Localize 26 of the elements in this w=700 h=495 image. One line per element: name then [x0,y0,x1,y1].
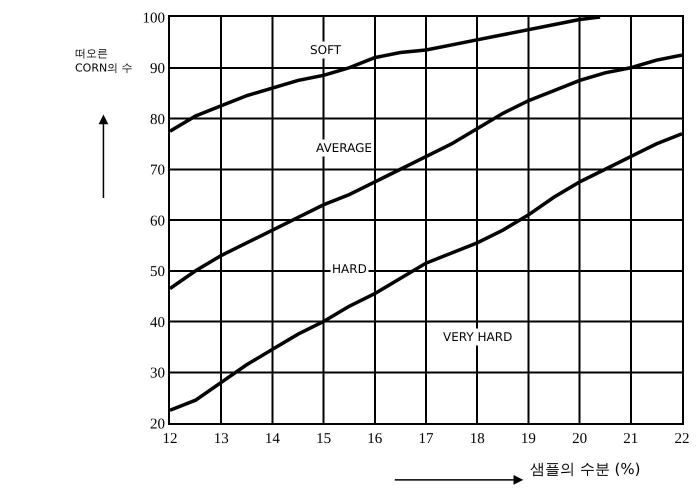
y-tick-label: 100 [142,10,165,26]
y-tick-label: 20 [150,416,165,432]
x-tick-label: 17 [418,431,434,447]
annotation: AVERAGE [316,141,372,155]
x-tick-label: 18 [470,431,485,447]
x-tick-label: 20 [572,431,588,447]
x-tick-label: 21 [623,431,638,447]
y-tick-label: 90 [150,61,165,77]
y-tick-label: 40 [150,314,165,331]
x-axis-title: 샘플의 수분 (%) [530,460,640,478]
x-tick-label: 12 [162,431,178,447]
x-tick-label: 22 [674,431,690,447]
y-tick-label: 30 [150,366,165,382]
y-tick-label: 60 [150,213,165,230]
y-tick-label: 70 [150,162,165,178]
x-tick-label: 19 [520,431,536,447]
annotation: HARD [332,262,367,276]
x-tick-label: 14 [264,431,280,447]
annotation: SOFT [310,43,342,57]
y-axis-title: 떠오른 CORN의 수 [75,47,133,74]
annotation: VERY HARD [443,330,512,344]
y-tick-label: 80 [150,112,165,128]
x-tick-label: 16 [367,431,383,447]
y-tick-label: 50 [150,264,165,280]
x-tick-label: 15 [316,431,332,447]
x-tick-label: 13 [214,431,229,447]
